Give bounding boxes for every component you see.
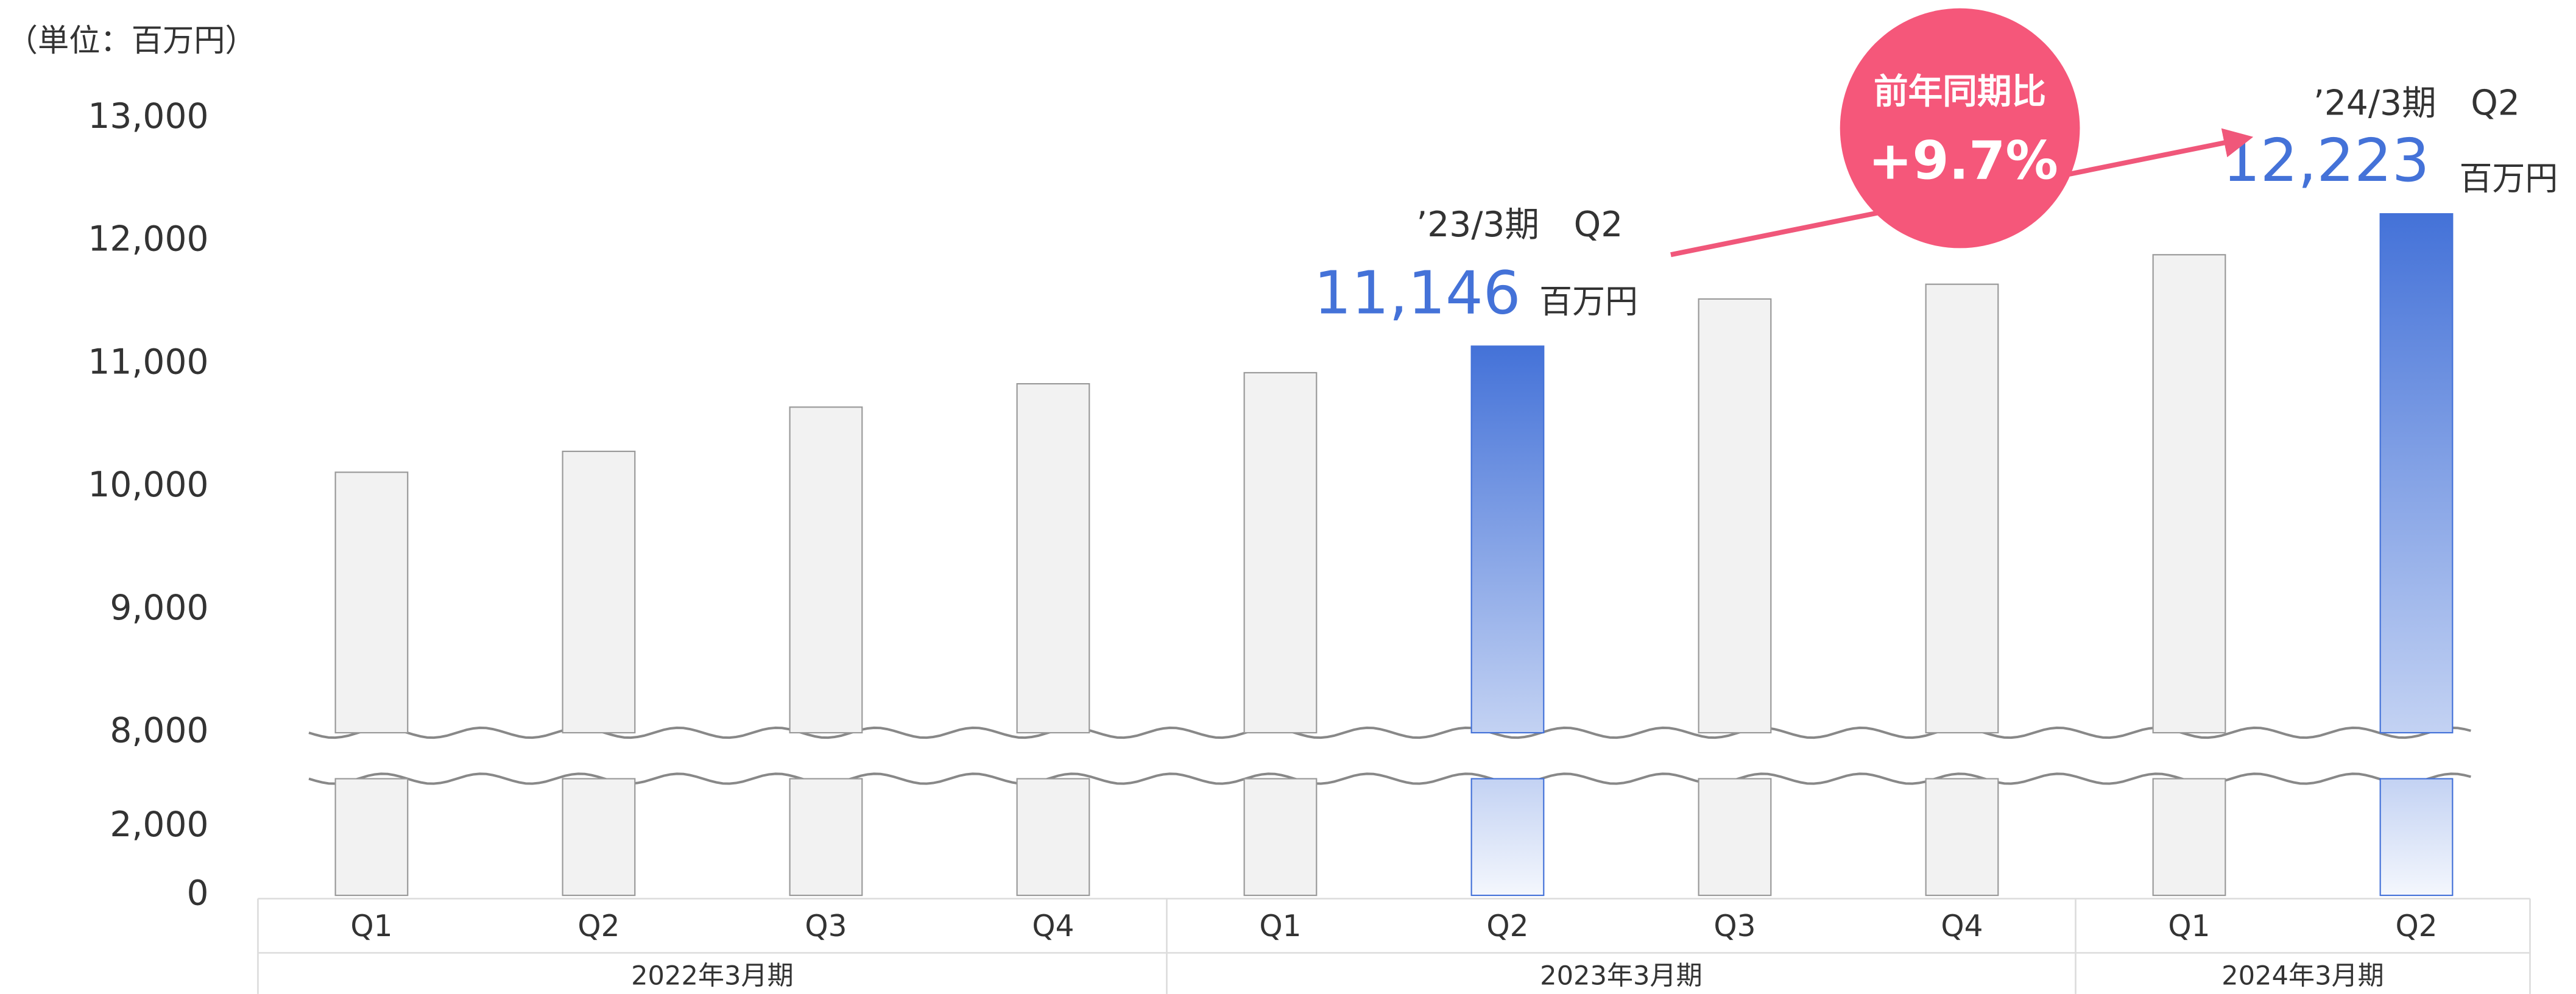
value-label: 11,146 [1314, 258, 1521, 327]
bar [1698, 778, 1772, 897]
y-tick-label: 2,000 [110, 805, 208, 845]
bar [1243, 372, 1318, 734]
x-tick-label: Q4 [1941, 909, 1983, 943]
y-tick-label: 11,000 [88, 342, 208, 382]
x-tick-label: Q3 [1713, 909, 1756, 943]
bar [2379, 778, 2454, 897]
yoy-bubble [1840, 8, 2080, 248]
y-tick-label: 0 [186, 873, 208, 914]
bar [2152, 778, 2226, 897]
unit-label: （単位：百万円） [7, 23, 256, 59]
x-tick-label: Q3 [805, 909, 847, 943]
bar [1470, 778, 1545, 897]
yoy-title: 前年同期比 [1874, 71, 2046, 111]
y-tick-label: 8,000 [110, 711, 208, 751]
bar [562, 450, 636, 734]
bar [1925, 283, 1999, 734]
period-label: ’24/3期 Q2 [2313, 83, 2520, 123]
bar [2379, 213, 2454, 734]
y-tick-label: 9,000 [110, 588, 208, 628]
break-line [308, 726, 2471, 739]
bar [1243, 778, 1318, 897]
bar [334, 778, 409, 897]
bar [1925, 778, 1999, 897]
bar [2152, 254, 2226, 734]
group-label: 2024年3月期 [2221, 961, 2384, 991]
bar [562, 778, 636, 897]
x-tick-label: Q2 [2395, 909, 2437, 943]
unit-text: 百万円 [2460, 159, 2558, 197]
value-label: 12,223 [2223, 126, 2430, 195]
x-tick-label: Q1 [350, 909, 392, 943]
bar [1470, 345, 1545, 734]
bar [334, 471, 409, 734]
unit-text: 百万円 [1539, 283, 1638, 321]
bar [789, 778, 863, 897]
group-label: 2023年3月期 [1540, 961, 1703, 991]
x-tick-label: Q2 [1486, 909, 1528, 943]
plot: 8,000 9,000 10,000 11,000 12,000 13,000 0 2,000… [88, 96, 2563, 994]
bar [1016, 383, 1090, 734]
group-label: 2022年3月期 [631, 961, 794, 991]
y-tick-label: 13,000 [88, 96, 208, 136]
x-tick-label: Q2 [577, 909, 619, 943]
y-tick-label: 10,000 [88, 465, 208, 505]
break-line [308, 772, 2471, 785]
x-tick-label: Q4 [1032, 909, 1074, 943]
bar [789, 406, 863, 734]
y-tick-label: 12,000 [88, 219, 208, 259]
x-tick-label: Q1 [2168, 909, 2210, 943]
yoy-value: +9.7% [1868, 130, 2058, 191]
x-tick-label: Q1 [1259, 909, 1301, 943]
period-label: ’23/3期 Q2 [1416, 205, 1623, 245]
bar [1016, 778, 1090, 897]
bar [1698, 298, 1772, 734]
